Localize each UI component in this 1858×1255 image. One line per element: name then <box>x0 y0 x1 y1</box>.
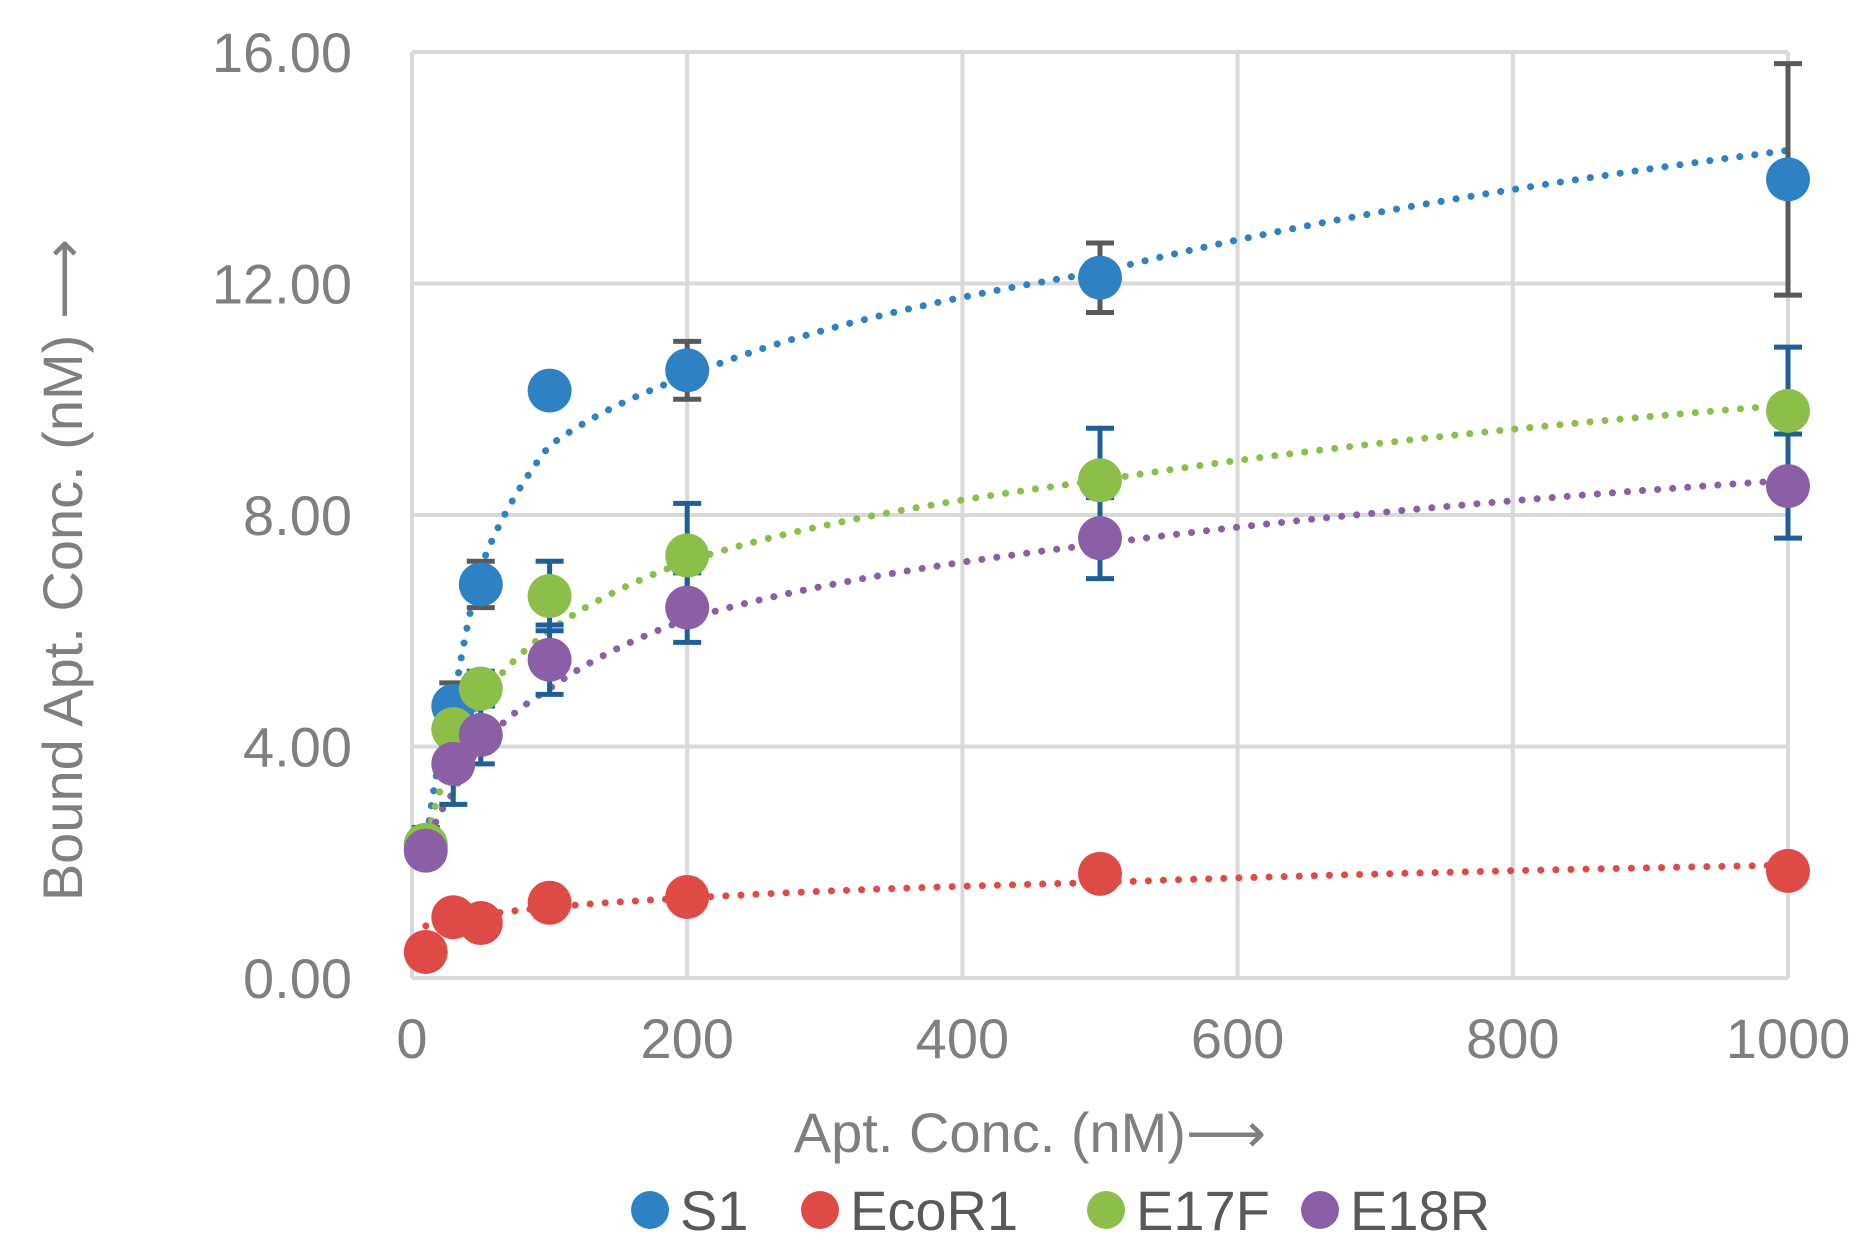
point-e18r <box>431 741 476 786</box>
legend-marker-e18r <box>1301 1191 1339 1229</box>
point-e17f <box>665 533 710 578</box>
y-axis-ticks: 0.00 4.00 8.00 12.00 16.00 <box>212 21 352 1010</box>
data-points <box>403 157 1810 974</box>
point-ecor1 <box>527 880 572 925</box>
y-axis-title: Bound Apt. Conc. (nM) ⟶ <box>31 239 94 901</box>
y-tick-label: 12.00 <box>212 253 352 316</box>
x-tick-label: 800 <box>1466 1007 1559 1070</box>
point-e18r <box>1078 516 1122 561</box>
legend-label-e18r: E18R <box>1350 1179 1490 1242</box>
x-tick-label: 200 <box>640 1007 733 1070</box>
x-tick-label: 400 <box>916 1007 1009 1070</box>
y-tick-label: 8.00 <box>243 484 352 547</box>
point-e18r <box>527 637 572 682</box>
point-e18r <box>665 585 710 630</box>
point-s1 <box>458 562 503 607</box>
point-s1 <box>527 368 572 413</box>
legend-label-e17f: E17F <box>1136 1179 1270 1242</box>
x-tick-label: 1000 <box>1726 1007 1851 1070</box>
legend-marker-s1 <box>631 1191 669 1229</box>
point-s1 <box>1078 255 1122 300</box>
point-e17f <box>458 666 503 711</box>
y-tick-label: 16.00 <box>212 21 352 84</box>
x-axis-ticks: 0 200 400 600 800 1000 <box>396 1007 1850 1070</box>
y-tick-label: 4.00 <box>243 716 352 779</box>
x-tick-label: 0 <box>396 1007 427 1070</box>
point-ecor1 <box>458 901 503 946</box>
point-ecor1 <box>403 929 448 974</box>
point-ecor1 <box>1078 851 1122 896</box>
point-e18r <box>403 828 448 873</box>
point-ecor1 <box>1766 848 1810 893</box>
point-e18r <box>458 712 503 757</box>
legend-label-s1: S1 <box>680 1179 749 1242</box>
y-tick-label: 0.00 <box>243 947 352 1010</box>
x-axis-title: Apt. Conc. (nM)⟶ <box>794 1101 1266 1164</box>
legend-marker-ecor1 <box>801 1191 839 1229</box>
point-s1 <box>665 348 710 393</box>
x-tick-label: 600 <box>1191 1007 1284 1070</box>
legend-label-ecor1: EcoR1 <box>850 1179 1018 1242</box>
point-s1 <box>1766 157 1810 202</box>
point-e18r <box>1766 464 1810 509</box>
legend-marker-e17f <box>1087 1191 1125 1229</box>
point-e17f <box>1766 388 1810 433</box>
point-e17f <box>1078 458 1122 503</box>
legend: S1 EcoR1 E17F E18R <box>631 1179 1490 1242</box>
point-e17f <box>527 574 572 619</box>
point-ecor1 <box>665 874 710 919</box>
